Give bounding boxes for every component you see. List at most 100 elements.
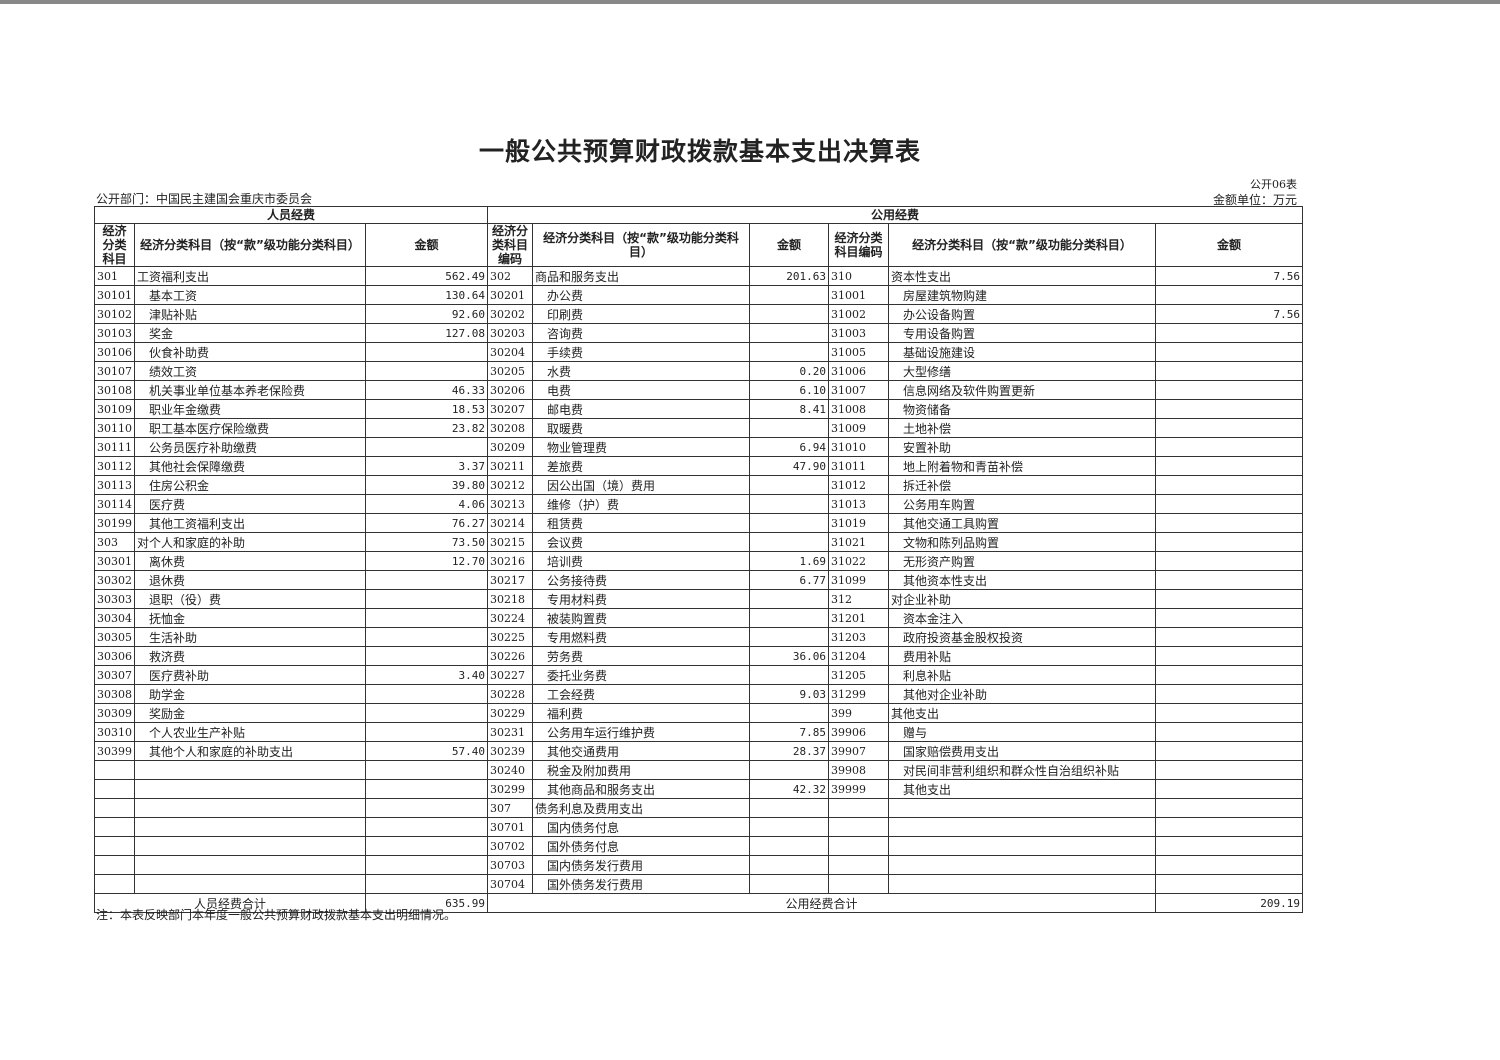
middle-amount-cell	[749, 798, 829, 818]
right-name-cell: 费用补贴	[888, 646, 1156, 666]
table-row: 30199 其他工资福利支出 76.27 30214 租赁费 31019 其他交通工具购置	[94, 513, 1303, 533]
right-amount-cell	[1155, 551, 1303, 571]
table-row: 30110 职工基本医疗保险缴费 23.82 30208 取暖费 31009 土地补偿	[94, 418, 1303, 438]
right-amount-cell	[1155, 513, 1303, 533]
left-name-cell	[134, 855, 366, 875]
left-code-cell	[94, 855, 135, 875]
table-row: 30306 救济费 30226 劳务费 36.06 31204 费用补贴	[94, 646, 1303, 666]
middle-name-cell: 公务接待费	[532, 570, 750, 590]
left-code-cell: 30302	[94, 570, 135, 590]
left-code-cell: 30112	[94, 456, 135, 476]
right-code-cell: 31011	[828, 456, 889, 476]
right-name-cell: 利息补贴	[888, 665, 1156, 685]
middle-name-cell: 租赁费	[532, 513, 750, 533]
table-row: 30704 国外债务发行费用	[94, 874, 1303, 894]
left-code-cell: 30304	[94, 608, 135, 628]
right-name-cell: 其他支出	[888, 703, 1156, 723]
table-row: 303 对个人和家庭的补助 73.50 30215 会议费 31021 文物和陈列品购置	[94, 532, 1303, 552]
middle-code-cell: 30228	[487, 684, 533, 704]
left-name-cell: 津贴补贴	[134, 304, 366, 324]
left-name-cell: 个人农业生产补贴	[134, 722, 366, 742]
table-row: 30309 奖励金 30229 福利费 399 其他支出	[94, 703, 1303, 723]
middle-amount-cell: 47.90	[749, 456, 829, 476]
left-name-cell: 对个人和家庭的补助	[134, 532, 366, 552]
table-row: 30305 生活补助 30225 专用燃料费 31203 政府投资基金股权投资	[94, 627, 1303, 647]
left-code-cell: 30308	[94, 684, 135, 704]
left-code-cell: 30101	[94, 285, 135, 305]
table-number: 公开06表	[1250, 178, 1297, 191]
right-code-cell	[828, 855, 889, 875]
left-code-cell: 301	[94, 266, 135, 286]
col-amount-mid: 金额	[749, 223, 829, 267]
middle-code-cell: 30299	[487, 779, 533, 799]
right-name-cell: 物资储备	[888, 399, 1156, 419]
left-code-cell: 30106	[94, 342, 135, 362]
right-name-cell: 对企业补助	[888, 589, 1156, 609]
middle-name-cell: 其他交通费用	[532, 741, 750, 761]
right-amount-cell: 7.56	[1155, 266, 1303, 286]
middle-code-cell: 30202	[487, 304, 533, 324]
right-code-cell: 31002	[828, 304, 889, 324]
middle-name-cell: 专用材料费	[532, 589, 750, 609]
right-code-cell	[828, 798, 889, 818]
table-row: 30302 退休费 30217 公务接待费 6.77 31099 其他资本性支出	[94, 570, 1303, 590]
right-amount-cell	[1155, 494, 1303, 514]
middle-name-cell: 福利费	[532, 703, 750, 723]
left-amount-cell: 92.60	[365, 304, 488, 324]
left-amount-cell	[365, 722, 488, 742]
right-name-cell	[888, 836, 1156, 856]
right-name-cell: 基础设施建设	[888, 342, 1156, 362]
col-name-left: 经济分类科目（按“款”级功能分类科目）	[134, 223, 366, 267]
left-code-cell: 30310	[94, 722, 135, 742]
right-amount-cell	[1155, 874, 1303, 894]
left-amount-cell: 3.40	[365, 665, 488, 685]
right-name-cell: 公务用车购置	[888, 494, 1156, 514]
left-name-cell	[134, 836, 366, 856]
left-amount-cell	[365, 437, 488, 457]
left-amount-cell	[365, 855, 488, 875]
middle-amount-cell	[749, 627, 829, 647]
middle-name-cell: 国外债务发行费用	[532, 874, 750, 894]
middle-name-cell: 专用燃料费	[532, 627, 750, 647]
left-amount-cell: 73.50	[365, 532, 488, 552]
middle-amount-cell: 7.85	[749, 722, 829, 742]
left-amount-cell: 23.82	[365, 418, 488, 438]
public-group-header: 公用经费	[487, 206, 1303, 224]
left-name-cell: 生活补助	[134, 627, 366, 647]
table-row: 30112 其他社会保障缴费 3.37 30211 差旅费 47.90 31011 地上附着物…	[94, 456, 1303, 476]
right-code-cell: 31201	[828, 608, 889, 628]
middle-code-cell: 30213	[487, 494, 533, 514]
middle-amount-cell	[749, 304, 829, 324]
table-row: 30399 其他个人和家庭的补助支出 57.40 30239 其他交通费用 28.37 39…	[94, 741, 1303, 761]
middle-name-cell: 差旅费	[532, 456, 750, 476]
left-amount-cell: 127.08	[365, 323, 488, 343]
left-name-cell: 退休费	[134, 570, 366, 590]
middle-name-cell: 办公费	[532, 285, 750, 305]
right-name-cell: 房屋建筑物购建	[888, 285, 1156, 305]
right-code-cell: 39906	[828, 722, 889, 742]
right-amount-cell	[1155, 418, 1303, 438]
left-name-cell: 助学金	[134, 684, 366, 704]
middle-code-cell: 30205	[487, 361, 533, 381]
left-name-cell	[134, 874, 366, 894]
middle-amount-cell: 8.41	[749, 399, 829, 419]
left-name-cell: 医疗费补助	[134, 665, 366, 685]
right-code-cell: 31019	[828, 513, 889, 533]
right-code-cell: 31005	[828, 342, 889, 362]
right-amount-cell	[1155, 817, 1303, 837]
right-name-cell: 资本金注入	[888, 608, 1156, 628]
middle-code-cell: 30704	[487, 874, 533, 894]
middle-amount-cell: 9.03	[749, 684, 829, 704]
totals-row: 人员经费合计 635.99 公用经费合计 209.19	[94, 893, 1303, 913]
personnel-total-label: 人员经费合计	[94, 893, 366, 913]
right-code-cell: 31022	[828, 551, 889, 571]
left-name-cell: 退职（役）费	[134, 589, 366, 609]
middle-amount-cell: 6.10	[749, 380, 829, 400]
left-code-cell: 30103	[94, 323, 135, 343]
middle-name-cell: 培训费	[532, 551, 750, 571]
table-row: 30106 伙食补助费 30204 手续费 31005 基础设施建设	[94, 342, 1303, 362]
left-code-cell	[94, 760, 135, 780]
right-amount-cell	[1155, 399, 1303, 419]
right-amount-cell	[1155, 665, 1303, 685]
right-amount-cell	[1155, 589, 1303, 609]
